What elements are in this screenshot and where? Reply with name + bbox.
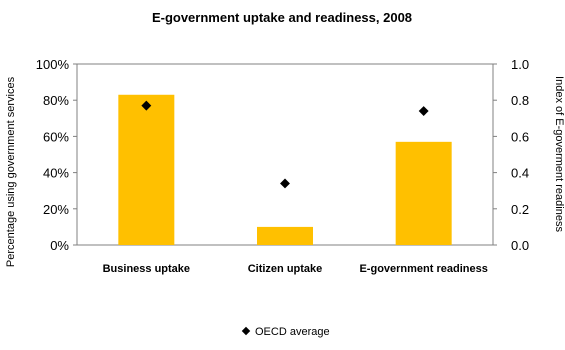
right-tick-label: 0.8 xyxy=(511,93,529,108)
y-axis-title: Percentage using government services xyxy=(5,76,17,267)
left-tick-label: 80% xyxy=(43,93,69,108)
legend-diamond-marker xyxy=(241,326,251,336)
right-tick-label: 0.2 xyxy=(511,202,529,217)
right-tick-label: 0.6 xyxy=(511,129,529,144)
left-tick-label: 0% xyxy=(50,238,69,253)
right-tick-label: 0.0 xyxy=(511,238,529,253)
right-tick-label: 0.4 xyxy=(511,166,529,181)
category-label: E-government readiness xyxy=(359,263,487,275)
right-tick-label: 1.0 xyxy=(511,57,529,72)
left-tick-label: 60% xyxy=(43,129,69,144)
left-tick-label: 100% xyxy=(36,57,70,72)
oecd-average-marker xyxy=(418,106,429,117)
chart-title: E-government uptake and readiness, 2008 xyxy=(152,10,412,25)
legend-label: OECD average xyxy=(255,326,330,338)
category-label: Citizen uptake xyxy=(248,263,323,275)
bar xyxy=(118,94,175,246)
category-label: Business uptake xyxy=(103,263,190,275)
oecd-average-marker xyxy=(141,100,152,111)
bar xyxy=(395,141,452,245)
left-tick-label: 20% xyxy=(43,202,69,217)
left-tick-label: 40% xyxy=(43,166,69,181)
bar xyxy=(257,226,313,245)
legend: OECD average xyxy=(241,326,330,338)
y2-axis-title: Index of E-goverment readiness xyxy=(553,76,565,232)
oecd-average-marker xyxy=(280,178,290,189)
